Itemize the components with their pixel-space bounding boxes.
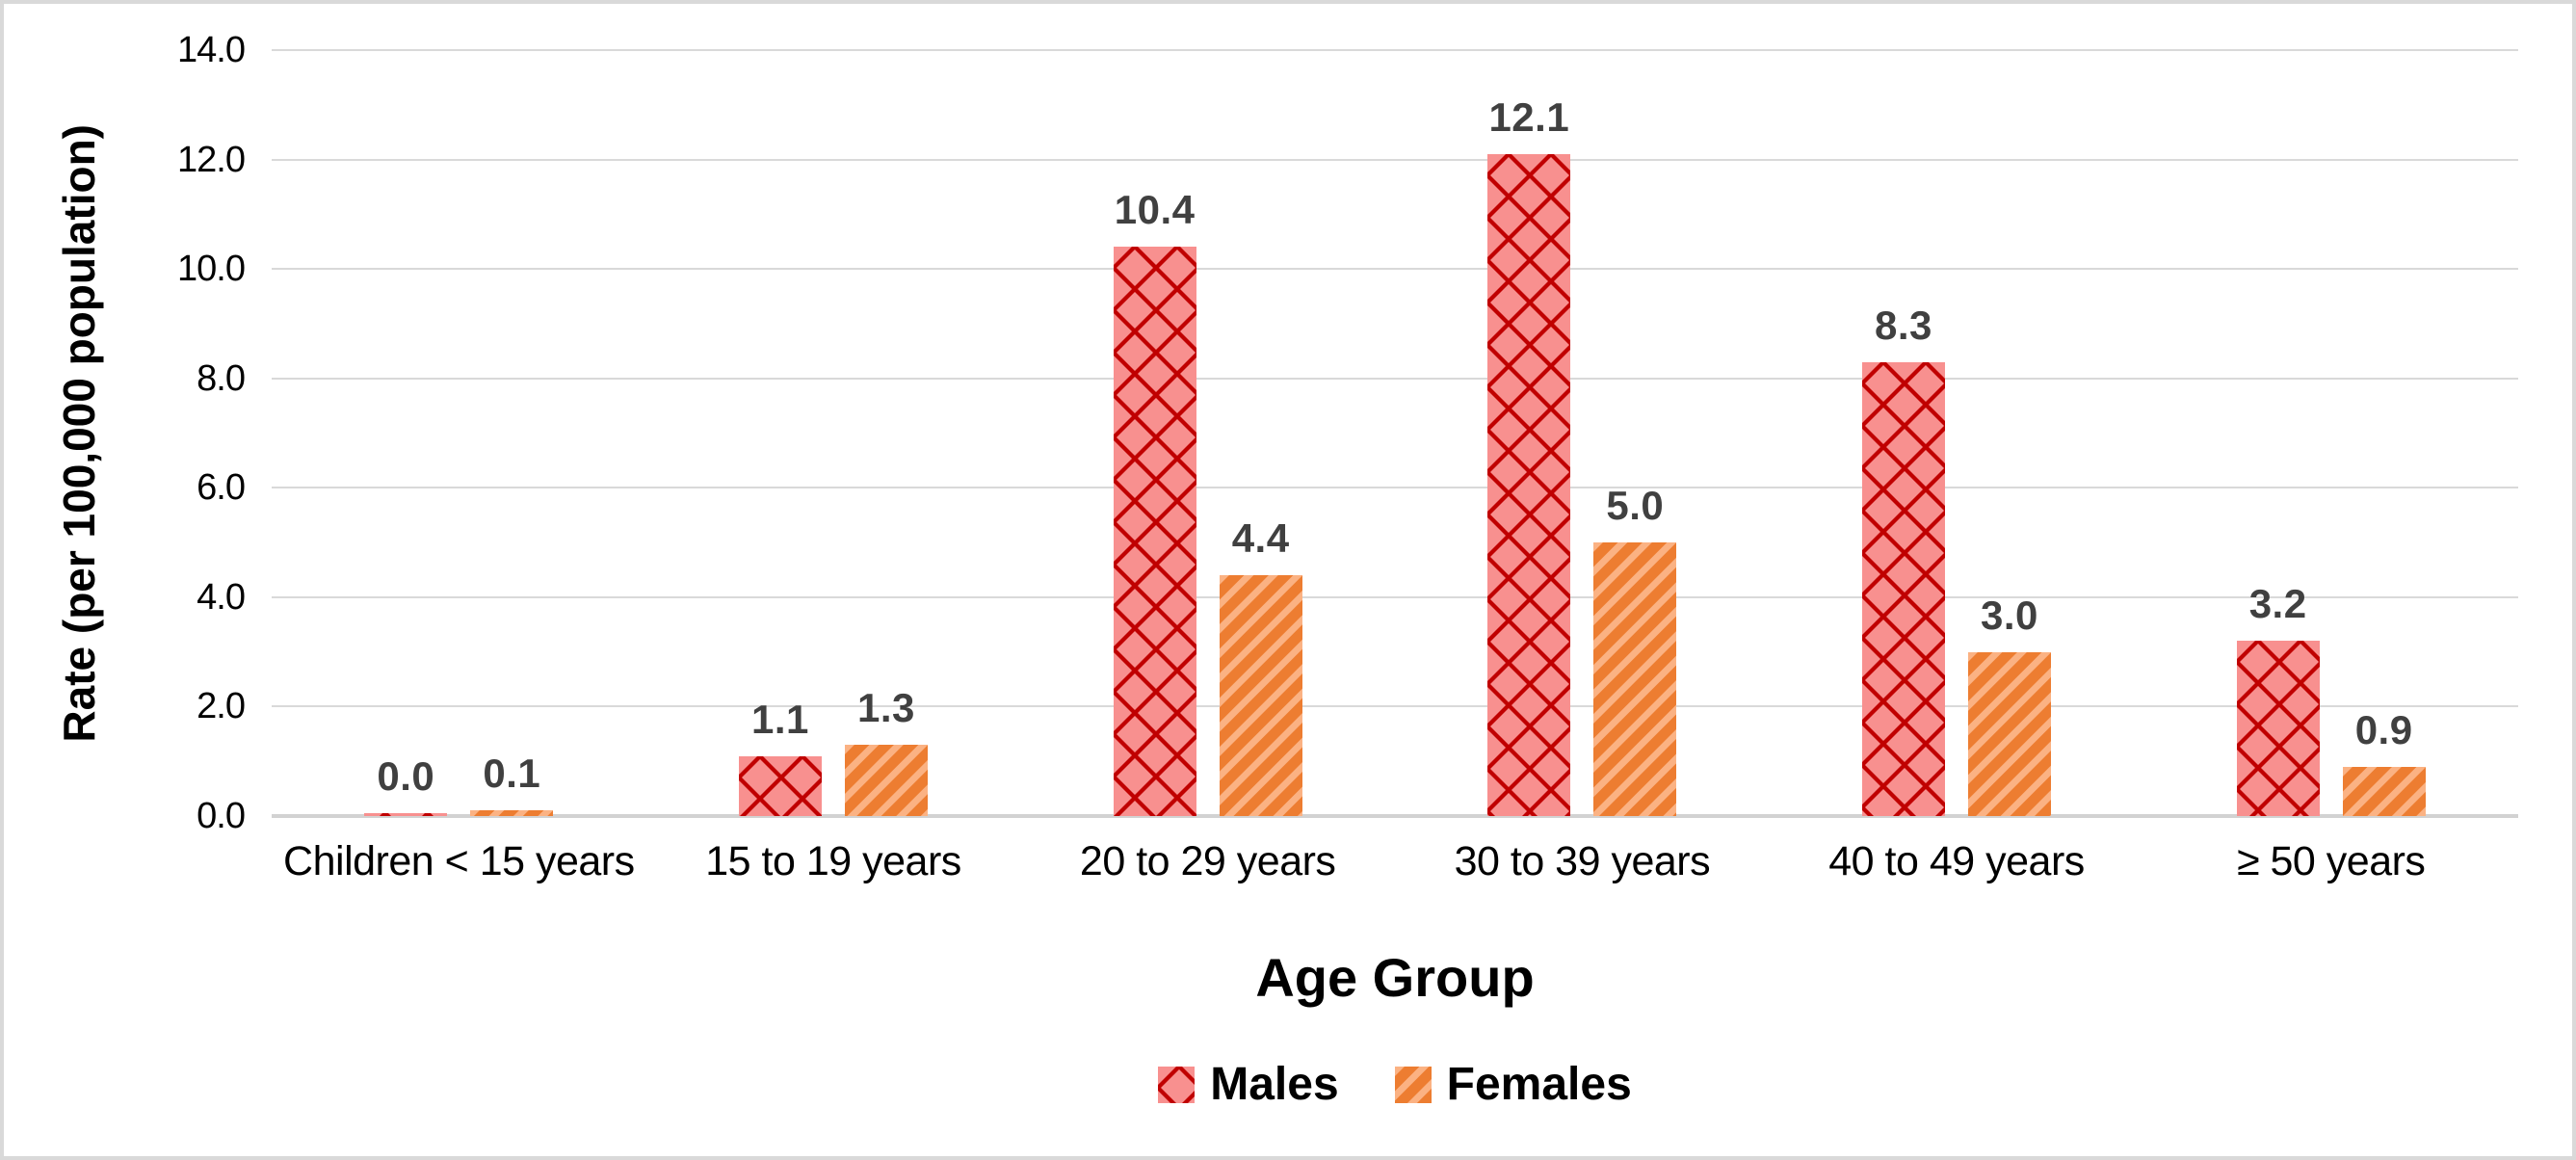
bar-pair: 8.3 3.0 <box>1861 50 2051 816</box>
females-bar-column: 3.0 <box>1967 50 2051 816</box>
females-bar <box>844 745 928 816</box>
gridline <box>272 595 2518 598</box>
y-tick-label: 8.0 <box>197 357 246 399</box>
x-tick-label: 15 to 19 years <box>705 838 961 884</box>
bar-value-label: 0.1 <box>483 751 541 796</box>
gridline <box>272 705 2518 708</box>
bar-value-label: 8.3 <box>1875 303 1932 348</box>
legend-label-females: Females <box>1446 1059 1632 1110</box>
x-tick-label: Children < 15 years <box>283 838 635 884</box>
bar-value-label: 3.0 <box>1981 593 2038 638</box>
x-tick-label: ≥ 50 years <box>2236 838 2426 884</box>
y-axis-tick-labels: 14.0 12.0 10.0 8.0 6.0 4.0 2.0 0.0 <box>4 4 246 1156</box>
females-bar-column: 5.0 <box>1593 50 1677 816</box>
legend: Males Females <box>272 1058 2518 1111</box>
males-bar <box>364 813 448 816</box>
bar-value-label: 5.0 <box>1606 483 1665 528</box>
bar-value-label: 0.0 <box>377 753 435 799</box>
males-bar-column: 10.4 <box>1113 50 1196 816</box>
y-tick-label: 0.0 <box>197 796 246 836</box>
legend-item-females: Females <box>1394 1058 1632 1111</box>
y-tick-label: 12.0 <box>177 139 246 180</box>
bar-group: 10.4 4.4 <box>1020 50 1395 816</box>
gridline <box>272 49 2518 51</box>
bar-pair: 1.1 1.3 <box>738 50 928 816</box>
bar-group: 8.3 3.0 <box>1770 50 2144 816</box>
bar-group: 3.2 0.9 <box>2143 50 2518 816</box>
males-bar-column: 0.0 <box>364 50 448 816</box>
x-axis-title: Age Group <box>1255 947 1535 1008</box>
y-tick-label: 4.0 <box>197 576 246 618</box>
males-bar-column: 12.1 <box>1487 50 1571 816</box>
y-tick-label: 14.0 <box>177 30 246 70</box>
males-bar-column: 1.1 <box>738 50 822 816</box>
x-tick-label: 20 to 29 years <box>1079 838 1336 884</box>
bar-group: 0.0 0.1 <box>272 50 646 816</box>
plot-area: 0.0 0.1 1.1 1.3 10.4 4.4 12.1 5.0 8.3 3.0 3.2 0.9 <box>272 49 2518 818</box>
gridline <box>272 268 2518 271</box>
y-tick-label: 2.0 <box>197 686 246 727</box>
bar-group: 1.1 1.3 <box>646 50 1021 816</box>
bar-value-label: 1.1 <box>751 697 809 742</box>
females-bar <box>1219 575 1302 816</box>
females-bar-column: 0.9 <box>2342 50 2426 816</box>
females-bar-column: 0.1 <box>470 50 554 816</box>
bar-group: 12.1 5.0 <box>1395 50 1770 816</box>
bar-pair: 3.2 0.9 <box>2236 50 2426 816</box>
y-tick-label: 10.0 <box>177 249 246 290</box>
males-bar <box>1487 154 1571 816</box>
gridline <box>272 487 2518 489</box>
x-tick-label: 30 to 39 years <box>1454 838 1711 884</box>
x-axis-tick-labels: Children < 15 years 15 to 19 years 20 to 2… <box>272 838 2518 885</box>
males-bar-column: 8.3 <box>1861 50 1945 816</box>
x-axis-line <box>272 814 2518 818</box>
females-bar <box>2342 767 2426 816</box>
y-tick-label: 6.0 <box>197 467 246 509</box>
bar-pair: 0.0 0.1 <box>364 50 554 816</box>
males-bar <box>1861 362 1945 816</box>
females-swatch-icon <box>1394 1066 1432 1103</box>
females-bar-column: 1.3 <box>844 50 928 816</box>
males-swatch-icon <box>1158 1066 1196 1103</box>
females-bar-column: 4.4 <box>1219 50 1302 816</box>
bar-value-label: 0.9 <box>2354 707 2413 752</box>
males-bar <box>2236 641 2320 816</box>
gridline <box>272 377 2518 380</box>
x-tick-label: 40 to 49 years <box>1828 838 2085 884</box>
legend-item-males: Males <box>1158 1058 1339 1111</box>
males-bar-column: 3.2 <box>2236 50 2320 816</box>
bar-value-label: 1.3 <box>857 685 915 730</box>
females-bar <box>470 810 554 816</box>
males-bar <box>738 756 822 816</box>
bar-value-label: 10.4 <box>1114 187 1196 232</box>
gridline <box>272 158 2518 161</box>
bar-pair: 12.1 5.0 <box>1487 50 1677 816</box>
males-bar <box>1113 247 1196 816</box>
females-bar <box>1593 542 1677 816</box>
bar-value-label: 12.1 <box>1488 94 1570 140</box>
bar-value-label: 3.2 <box>2248 581 2307 626</box>
bar-pair: 10.4 4.4 <box>1113 50 1302 816</box>
females-bar <box>1967 652 2051 816</box>
bar-value-label: 4.4 <box>1231 515 1290 561</box>
legend-label-males: Males <box>1210 1059 1339 1110</box>
